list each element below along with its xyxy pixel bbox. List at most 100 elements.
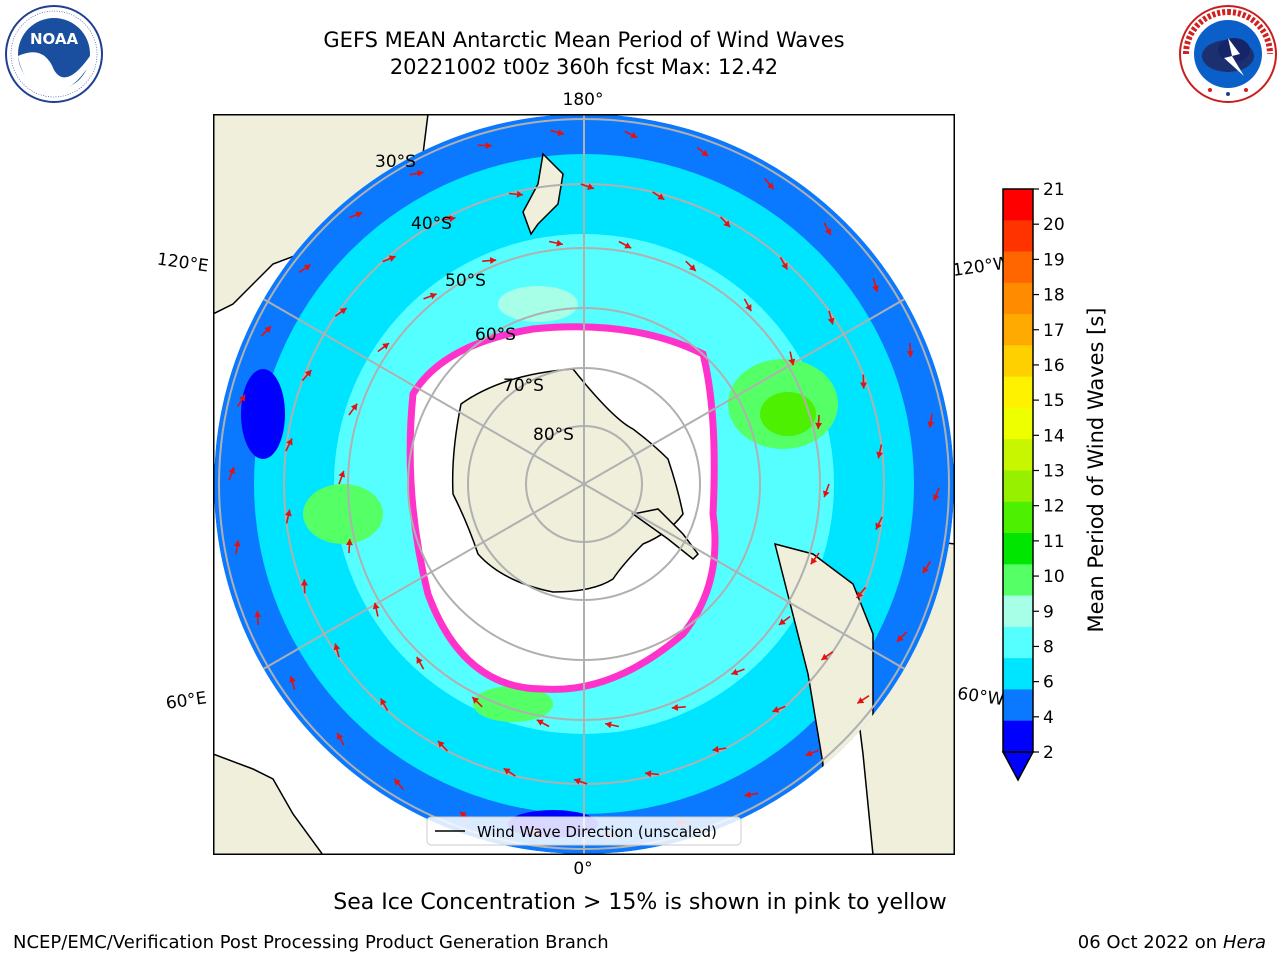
footer-date: 06 Oct 2022 on Hera xyxy=(1078,932,1266,953)
chart-subtitle: 20221002 t00z 360h fcst Max: 12.42 xyxy=(389,55,779,79)
colorbar-block xyxy=(1003,251,1033,284)
wind-wave-arrowhead xyxy=(689,264,696,271)
colorbar: 21 20 19 18 17 16 15 14 13 12 11 10 9 8 6 4 2 Mean Perio… xyxy=(1001,180,1108,782)
wind-wave-arrowhead xyxy=(303,264,311,271)
colorbar-block xyxy=(1003,595,1033,628)
wind-wave-arrowhead xyxy=(333,643,341,651)
sea-ice-caption: Sea Ice Concentration > 15% is shown in … xyxy=(333,890,947,915)
long-period-patch-west xyxy=(303,484,383,544)
africa-land xyxy=(213,753,324,855)
wind-wave-arrowhead xyxy=(355,211,363,219)
lat-label-30s: 30°S xyxy=(375,152,416,172)
colorbar-tick-label: 13 xyxy=(1043,462,1065,482)
colorbar-block xyxy=(1003,220,1033,253)
wind-wave-arrowhead xyxy=(574,778,581,785)
wind-wave-arrowhead xyxy=(922,566,930,574)
colorbar-tick-label: 15 xyxy=(1043,391,1065,411)
lon-label-60e: 60°E xyxy=(165,688,208,713)
colorbar-tick-label: 2 xyxy=(1043,743,1054,763)
wind-wave-arrowhead xyxy=(857,697,865,704)
wind-wave-arrowhead xyxy=(815,422,823,429)
wind-wave-arrowhead xyxy=(380,698,387,706)
wind-wave-arrowhead xyxy=(856,591,864,599)
wind-wave-arrowhead xyxy=(284,509,292,517)
colorbar-tick-label: 11 xyxy=(1043,532,1065,552)
colorbar-block xyxy=(1003,501,1033,534)
wind-wave-arrowhead xyxy=(927,421,935,428)
wind-wave-arrowhead xyxy=(338,470,346,478)
colorbar-block xyxy=(1003,564,1033,597)
wind-wave-arrowhead xyxy=(339,308,347,315)
wind-wave-arrowhead xyxy=(824,228,832,236)
wind-wave-arrowhead xyxy=(489,257,497,265)
colorbar-block xyxy=(1003,626,1033,659)
wind-wave-arrowhead xyxy=(516,190,523,198)
wind-wave-arrowhead xyxy=(587,183,594,190)
colorbar-tick-label: 8 xyxy=(1043,637,1054,657)
footer-credit: NCEP/EMC/Verification Post Processing Pr… xyxy=(13,932,609,953)
colorbar-tick-label: 19 xyxy=(1043,250,1065,270)
colorbar-block xyxy=(1003,282,1033,315)
colorbar-tick-label: 4 xyxy=(1043,708,1054,728)
wind-wave-arrowhead xyxy=(645,770,652,778)
wind-wave-arrowhead xyxy=(557,129,565,136)
wind-wave-arrowhead xyxy=(605,721,612,729)
wind-wave-arrowhead xyxy=(345,539,353,546)
wind-wave-arrowhead xyxy=(788,358,796,366)
legend-label: Wind Wave Direction (unscaled) xyxy=(477,823,717,841)
wind-wave-arrowhead xyxy=(624,242,632,249)
colorbar-tick-label: 14 xyxy=(1043,426,1065,446)
wind-wave-arrowhead xyxy=(745,304,752,312)
colorbar-tick-label: 21 xyxy=(1043,180,1065,200)
lon-label-0: 0° xyxy=(573,859,592,879)
lat-label-70s: 70°S xyxy=(503,376,544,396)
wind-wave-arrowhead xyxy=(394,778,401,786)
wind-wave-arrowhead xyxy=(459,811,467,819)
wind-wave-arrowhead xyxy=(731,668,739,676)
noaa-logo-text: NOAA xyxy=(30,30,79,48)
wind-wave-arrowhead xyxy=(300,579,308,586)
wind-wave-arrowhead xyxy=(485,142,492,150)
wind-wave-arrowhead xyxy=(416,656,423,664)
wind-wave-arrowhead xyxy=(723,220,731,228)
nws-logo-icon xyxy=(1179,5,1277,103)
colorbar-tick-label: 16 xyxy=(1043,356,1065,376)
wind-wave-arrowhead xyxy=(556,239,563,247)
wind-wave-arrowhead xyxy=(417,169,424,177)
wind-wave-arrowhead xyxy=(822,490,830,498)
wind-wave-arrowhead xyxy=(336,732,344,740)
map-legend: Wind Wave Direction (unscaled) xyxy=(426,816,742,846)
colorbar-label: Mean Period of Wind Waves [s] xyxy=(1084,308,1108,633)
lat-label-80s: 80°S xyxy=(533,425,574,445)
wind-wave-arrowhead xyxy=(744,791,751,799)
wind-wave-arrowhead xyxy=(388,255,396,262)
wind-wave-arrows xyxy=(228,129,940,839)
wind-wave-arrowhead xyxy=(429,292,437,300)
wind-wave-arrowhead xyxy=(503,768,511,775)
wind-wave-arrowhead xyxy=(906,350,914,358)
antarctica-land xyxy=(451,368,684,593)
wind-wave-arrowhead xyxy=(472,697,479,704)
wind-wave-arrowhead xyxy=(860,382,868,389)
colorbar-block xyxy=(1003,720,1033,753)
wind-wave-arrowhead xyxy=(781,262,788,270)
lat-label-60s: 60°S xyxy=(475,325,516,345)
wind-wave-arrowhead xyxy=(304,369,312,377)
colorbar-block xyxy=(1003,189,1033,221)
wind-wave-arrowhead xyxy=(238,394,246,402)
graticule xyxy=(214,114,954,854)
wind-wave-arrowhead xyxy=(896,635,904,642)
wind-wave-arrowhead xyxy=(772,706,780,713)
colorbar-tick-label: 6 xyxy=(1043,673,1054,693)
wind-wave-arrowhead xyxy=(876,451,884,459)
wind-wave-arrowhead xyxy=(228,467,236,475)
lon-label-120e: 120°E xyxy=(156,250,210,277)
noaa-logo-icon: NOAA xyxy=(5,5,103,103)
wind-wave-arrowhead xyxy=(372,602,380,610)
wind-wave-arrowhead xyxy=(671,703,679,711)
wind-wave-arrowhead xyxy=(536,719,544,726)
wind-wave-arrowhead xyxy=(437,740,445,748)
wind-wave-arrowhead xyxy=(289,676,296,683)
wind-wave-arrowhead xyxy=(264,326,272,333)
colorbar-tick-label: 9 xyxy=(1043,602,1054,622)
